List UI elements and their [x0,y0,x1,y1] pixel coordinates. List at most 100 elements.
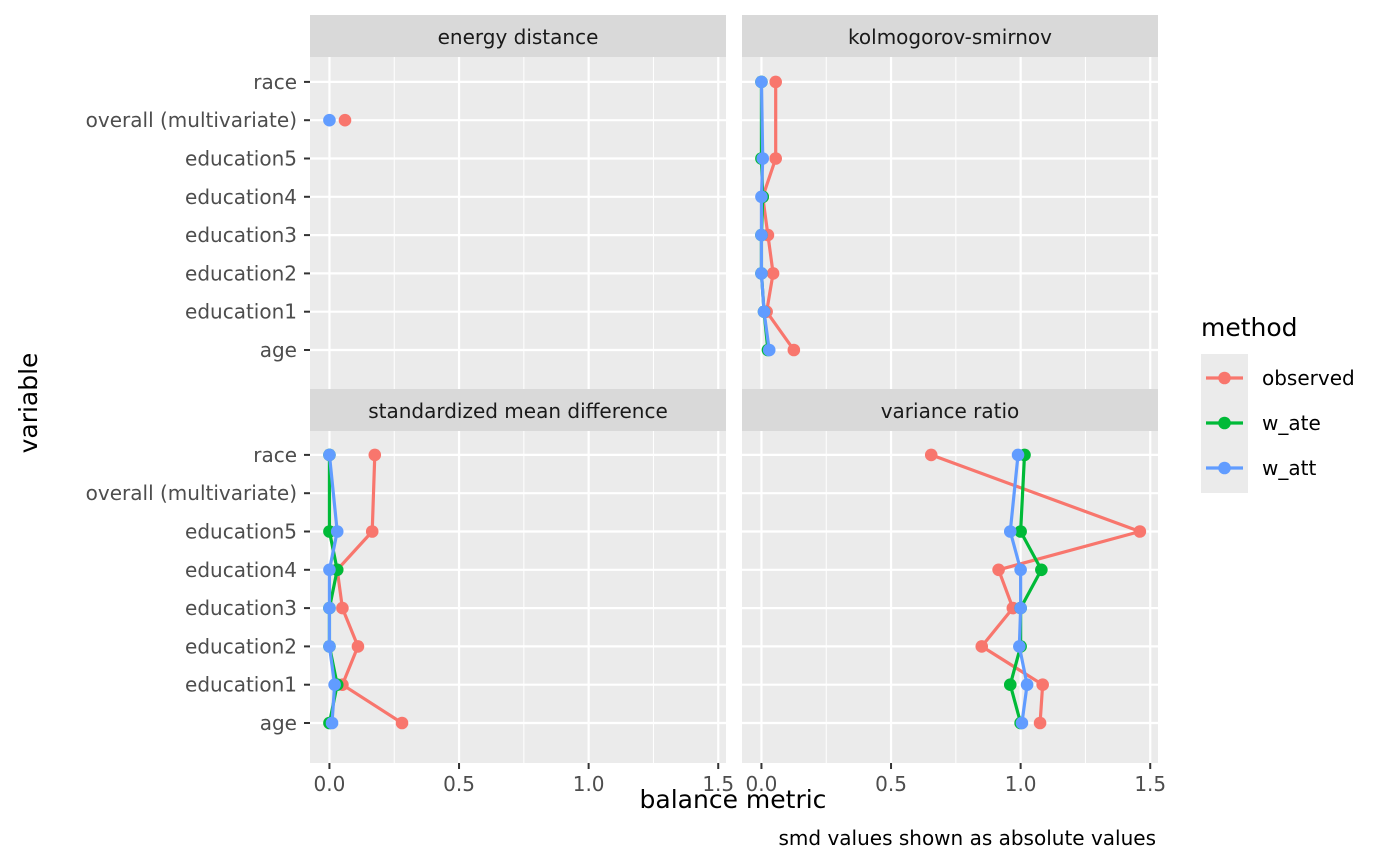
y-tick-label: education2 [185,634,297,658]
y-tick-label: race [253,443,297,467]
facet-strip [742,389,1158,431]
data-point [1014,601,1027,615]
data-point [1015,716,1029,730]
legend-item-w-att: w_att [1206,456,1316,480]
panels-layer: energy distance kolmogorov-smirnov standar… [310,15,1158,763]
panel-kolmogorov-smirnov: kolmogorov-smirnov [742,15,1158,389]
data-point [755,267,768,280]
facet-strip [310,389,726,431]
data-point [330,525,344,538]
legend-label: observed [1262,366,1355,390]
y-tick-label: education1 [185,300,297,324]
data-point [323,601,336,615]
series-w-att [755,75,776,357]
data-point [351,640,365,653]
data-point [1013,640,1026,653]
data-point [755,190,768,204]
y-axis-title: variable [14,353,43,454]
y-tick-label: education5 [185,520,297,544]
y-tick-label: race [253,70,297,94]
facet-strip [742,15,1158,57]
y-tick-label: education5 [185,147,297,171]
data-point [325,716,339,730]
x-tick-label: 1.5 [1134,772,1166,796]
legend-label: w_att [1262,456,1316,480]
panel-background [310,57,726,389]
series-observed [924,448,1147,730]
legend-title: method [1201,313,1298,342]
data-point [1020,678,1034,691]
data-point [1011,448,1025,462]
series-w-att [323,113,336,127]
legend-item-observed: observed [1206,366,1355,390]
chart-caption: smd values shown as absolute values [778,826,1156,850]
data-point [328,678,341,691]
facet-strip [310,15,726,57]
panel-variance-ratio: variance ratio [742,389,1158,763]
x-tick-label: 0.5 [875,772,907,796]
data-point [323,448,336,462]
y-tick-label: education2 [185,261,297,285]
x-axis-title: balance metric [640,785,827,814]
panel-background [742,57,1158,389]
series-observed [338,113,352,127]
y-tick-label: overall (multivariate) [86,108,297,132]
y-tick-label: education4 [185,185,297,209]
x-tick-label: 0.0 [746,772,778,796]
data-point [992,563,1005,577]
legend-key-point [1218,416,1231,430]
panel-energy-distance: energy distance [310,15,726,389]
data-point [769,152,782,165]
y-tick-label: age [260,711,297,735]
data-point [787,343,801,357]
y-tick-label: education3 [185,596,297,620]
panel-background [742,431,1158,763]
y-tick-label: overall (multivariate) [86,481,297,505]
data-point [368,448,382,462]
data-point [762,343,776,357]
data-point [1003,678,1017,691]
legend-item-w-ate: w_ate [1206,411,1321,435]
series-w-att [323,448,344,730]
data-point [395,716,409,730]
data-point [336,601,349,615]
facet-strip-label: kolmogorov-smirnov [848,25,1052,49]
legend-label: w_ate [1262,411,1321,435]
x-tick-label: 1.0 [1005,772,1037,796]
data-point [323,113,336,127]
data-point [755,75,768,89]
legend-key-point [1218,461,1231,475]
legend-key-point [1218,371,1231,385]
data-point [1035,563,1048,577]
data-point [975,640,989,653]
data-point [1036,678,1049,691]
data-point [924,448,938,462]
data-point [1014,525,1027,538]
x-tick-label: 0.0 [314,772,346,796]
x-tick-label: 1.5 [702,772,734,796]
y-tick-label: education1 [185,673,297,697]
legend: method observed w_ate w_att [1201,313,1355,493]
data-point [323,640,336,653]
data-point [1133,525,1147,538]
series-w-att [1003,448,1034,730]
facet-strip-label: variance ratio [881,399,1020,423]
data-point [365,525,379,538]
data-point [756,152,770,165]
data-point [323,563,336,577]
y-tick-label: education4 [185,558,297,582]
facet-strip-label: energy distance [438,25,599,49]
data-point [338,113,352,127]
y-tick-label: age [260,338,297,362]
x-tick-label: 0.5 [443,772,475,796]
data-point [1003,525,1017,538]
data-point [755,228,768,242]
y-tick-label: education3 [185,223,297,247]
data-point [766,267,780,280]
data-point [1014,563,1027,577]
data-point [1033,716,1047,730]
axes-layer: age education1 education2 education3 educati… [86,70,1166,796]
data-point [757,305,771,319]
facet-strip-label: standardized mean difference [368,399,668,423]
